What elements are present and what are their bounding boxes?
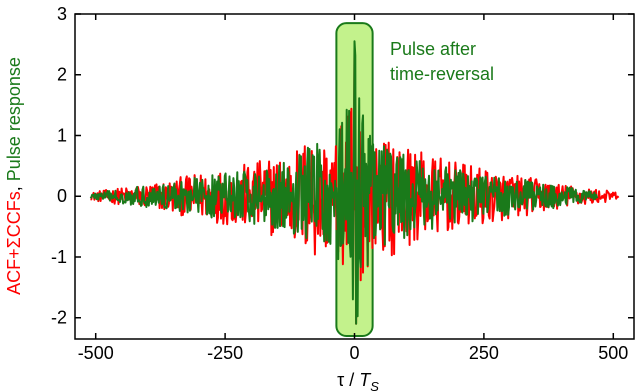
- y-axis-label-sep: ,: [4, 181, 24, 191]
- annotation-line-2: time-reversal: [390, 64, 494, 84]
- x-axis-label-sep: /: [344, 370, 359, 390]
- x-tick-label: 500: [598, 343, 628, 363]
- series-line-green: [89, 40, 599, 325]
- annotation-line-1: Pulse after: [390, 39, 476, 59]
- y-axis-label-part2: Pulse response: [4, 57, 24, 181]
- x-axis-label-tau: τ: [337, 370, 344, 390]
- x-axis-label: τ / TS: [337, 370, 379, 392]
- y-tick-label: 1: [57, 125, 67, 145]
- y-tick-label: -2: [51, 308, 67, 328]
- x-tick-label: 250: [469, 343, 499, 363]
- y-axis-label-part1: ACF+ΣCCFs: [4, 191, 24, 295]
- y-tick-label: -1: [51, 247, 67, 267]
- x-axis-label-T: T: [359, 370, 372, 390]
- x-tick-label: -250: [207, 343, 243, 363]
- y-tick-label: 2: [57, 65, 67, 85]
- y-tick-label: 3: [57, 4, 67, 24]
- x-tick-label: 0: [349, 343, 359, 363]
- y-axis-label: ACF+ΣCCFs, Pulse response: [4, 57, 24, 295]
- x-axis-label-sub: S: [370, 379, 379, 392]
- y-tick-label: 0: [57, 186, 67, 206]
- x-tick-label: -500: [78, 343, 114, 363]
